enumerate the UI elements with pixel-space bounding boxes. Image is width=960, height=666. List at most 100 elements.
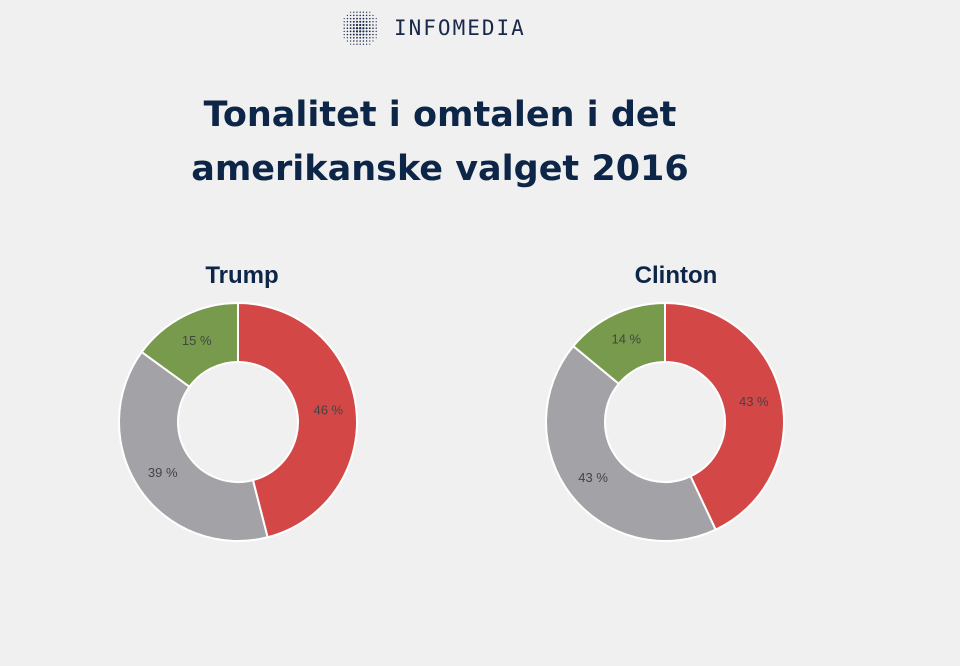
brand: INFOMEDIA	[340, 8, 526, 48]
logo-dot	[362, 23, 365, 27]
logo-dot	[349, 27, 352, 30]
logo-dot	[359, 40, 361, 42]
logo-dot	[362, 33, 365, 36]
logo-dot	[375, 21, 377, 23]
logo-dot	[356, 14, 358, 17]
page-title: Tonalitet i omtalen i det amerikanske va…	[0, 88, 880, 196]
logo-dot	[372, 14, 374, 16]
logo-dot	[372, 33, 374, 36]
logo-dot	[352, 27, 355, 30]
logo-dot	[365, 20, 368, 23]
logo-dot	[350, 11, 352, 13]
logo-dot	[362, 11, 365, 13]
logo-dot	[372, 21, 374, 23]
logo-dot	[346, 27, 349, 29]
donut-slice-clinton-0	[664, 301, 785, 532]
donut-slice-clinton-2	[571, 301, 666, 386]
logo-dot	[362, 27, 365, 30]
logo-dot	[368, 27, 371, 30]
data-label-clinton-0: 43 %	[739, 394, 769, 409]
logo-dot	[355, 27, 359, 30]
logo-dot	[359, 23, 362, 27]
logo-dot	[353, 11, 355, 13]
logo-dot	[369, 17, 371, 20]
logo-dot	[368, 20, 371, 23]
logo-dot	[355, 23, 359, 27]
logo-dot	[356, 36, 358, 39]
logo-dot	[368, 30, 371, 33]
chart-title-clinton: Clinton	[634, 262, 718, 289]
logo-dot	[359, 20, 362, 23]
logo-dot	[369, 14, 371, 17]
logo-dot	[356, 17, 358, 20]
data-label-clinton-1: 43 %	[578, 470, 608, 485]
logo-dot	[365, 24, 368, 26]
logo-dot	[343, 30, 345, 33]
logo-dot	[356, 20, 358, 23]
logo-dot	[352, 36, 355, 39]
logo-dot	[362, 20, 365, 23]
logo-dot	[362, 43, 365, 45]
logo-dot	[352, 33, 355, 36]
logo-dot	[346, 24, 349, 26]
logo-dot	[369, 37, 371, 39]
logo-dot	[346, 40, 348, 42]
logo-dot	[372, 24, 374, 26]
chart-title-trump: Trump	[205, 262, 279, 289]
logo-dot	[346, 21, 349, 23]
logo-dot	[365, 36, 368, 39]
brand-name: INFOMEDIA	[394, 16, 526, 40]
logo-dot	[368, 24, 371, 26]
logo-dot	[365, 33, 368, 36]
logo-dot	[375, 27, 377, 29]
logo-dot	[362, 17, 365, 20]
data-label-trump-2: 15 %	[182, 333, 212, 348]
logo-dot	[349, 24, 352, 26]
data-label-trump-1: 39 %	[148, 465, 178, 480]
logo-dot	[346, 17, 349, 20]
logo-dot	[343, 27, 345, 29]
logo-dot	[362, 14, 365, 17]
logo-dot	[365, 40, 368, 42]
logo-dot	[368, 33, 371, 36]
logo-dot	[359, 17, 362, 20]
logo-dot	[372, 27, 374, 29]
logo-dot	[346, 37, 349, 39]
logo-dot	[359, 11, 361, 13]
logo-dot	[375, 33, 377, 36]
logo-dot	[346, 33, 349, 36]
donut-slice-trump-2	[140, 301, 239, 389]
logo-dot	[362, 40, 365, 42]
logo-dot	[356, 43, 358, 45]
logo-dot	[372, 30, 374, 33]
logo-dot	[343, 24, 345, 26]
data-label-trump-0: 46 %	[313, 403, 343, 418]
logo-dot	[375, 18, 377, 20]
logo-dot	[349, 14, 352, 17]
logo-dot	[365, 30, 368, 33]
logo-dot	[365, 27, 368, 30]
logo-dot	[369, 11, 371, 13]
logo-dot	[349, 37, 352, 39]
logo-dot	[365, 11, 368, 13]
logo-dot	[343, 18, 345, 20]
logo-dot	[359, 33, 362, 36]
logo-dot	[365, 43, 368, 45]
dot-globe-icon	[343, 11, 377, 45]
donut-slice-trump-1	[118, 350, 269, 542]
logo-dot	[352, 24, 355, 26]
logo-dot	[349, 17, 352, 20]
logo-dot	[359, 36, 362, 39]
logo-dot	[372, 37, 374, 39]
logo-dot	[359, 14, 361, 17]
logo-dot	[356, 40, 358, 42]
logo-dot	[352, 17, 355, 20]
logo-dot	[365, 17, 368, 20]
logo-dot	[352, 20, 355, 23]
donut-chart-trump: 46 % 39 % 15 %	[118, 301, 358, 542]
logo-dot	[343, 37, 345, 39]
logo-dot	[359, 30, 362, 33]
logo-dot	[369, 40, 371, 42]
logo-dot	[343, 33, 345, 36]
